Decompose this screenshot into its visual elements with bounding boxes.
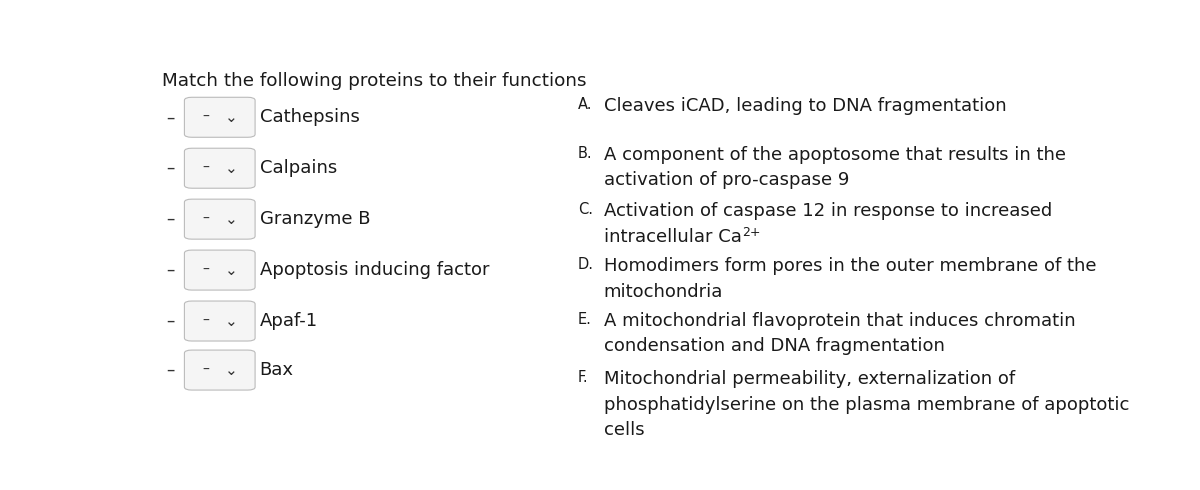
Text: ⌄: ⌄ [226, 161, 238, 176]
Text: Activation of caspase 12 in response to increased: Activation of caspase 12 in response to … [604, 202, 1052, 220]
Text: –: – [202, 263, 209, 277]
Text: F.: F. [578, 370, 588, 385]
Text: –: – [167, 312, 175, 330]
Text: 2+: 2+ [742, 226, 761, 239]
Text: A mitochondrial flavoprotein that induces chromatin: A mitochondrial flavoprotein that induce… [604, 312, 1075, 330]
Text: ⌄: ⌄ [226, 110, 238, 125]
Text: Match the following proteins to their functions: Match the following proteins to their fu… [162, 72, 587, 90]
Text: A component of the apoptosome that results in the: A component of the apoptosome that resul… [604, 146, 1066, 164]
FancyBboxPatch shape [185, 148, 256, 188]
FancyBboxPatch shape [185, 199, 256, 239]
Text: –: – [202, 161, 209, 175]
Text: Cleaves iCAD, leading to DNA fragmentation: Cleaves iCAD, leading to DNA fragmentati… [604, 97, 1007, 115]
Text: D.: D. [578, 257, 594, 272]
Text: E.: E. [578, 312, 592, 327]
Text: B.: B. [578, 146, 593, 161]
Text: ⌄: ⌄ [226, 363, 238, 378]
Text: Bax: Bax [259, 361, 294, 379]
Text: –: – [202, 212, 209, 226]
Text: Homodimers form pores in the outer membrane of the: Homodimers form pores in the outer membr… [604, 257, 1097, 275]
Text: –: – [167, 159, 175, 177]
Text: –: – [167, 361, 175, 379]
Text: cells: cells [604, 421, 644, 440]
Text: –: – [202, 110, 209, 124]
Text: mitochondria: mitochondria [604, 283, 724, 300]
FancyBboxPatch shape [185, 250, 256, 290]
Text: –: – [167, 108, 175, 126]
Text: Mitochondrial permeability, externalization of: Mitochondrial permeability, externalizat… [604, 370, 1015, 388]
Text: –: – [167, 261, 175, 279]
Text: ⌄: ⌄ [226, 212, 238, 227]
FancyBboxPatch shape [185, 350, 256, 390]
Text: Granzyme B: Granzyme B [259, 210, 371, 228]
Text: –: – [167, 210, 175, 228]
Text: ⌄: ⌄ [226, 263, 238, 278]
Text: intracellular Ca: intracellular Ca [604, 228, 742, 246]
Text: Apaf-1: Apaf-1 [259, 312, 318, 330]
Text: A.: A. [578, 97, 593, 112]
Text: C.: C. [578, 202, 593, 217]
Text: ⌄: ⌄ [226, 314, 238, 328]
FancyBboxPatch shape [185, 98, 256, 137]
Text: –: – [202, 363, 209, 377]
Text: activation of pro-caspase 9: activation of pro-caspase 9 [604, 171, 850, 189]
Text: –: – [202, 314, 209, 328]
Text: Apoptosis inducing factor: Apoptosis inducing factor [259, 261, 490, 279]
Text: condensation and DNA fragmentation: condensation and DNA fragmentation [604, 337, 944, 355]
Text: phosphatidylserine on the plasma membrane of apoptotic: phosphatidylserine on the plasma membran… [604, 396, 1129, 414]
Text: intracellular Ca: intracellular Ca [604, 228, 742, 246]
FancyBboxPatch shape [185, 301, 256, 341]
Text: Cathepsins: Cathepsins [259, 108, 360, 126]
Text: Calpains: Calpains [259, 159, 337, 177]
